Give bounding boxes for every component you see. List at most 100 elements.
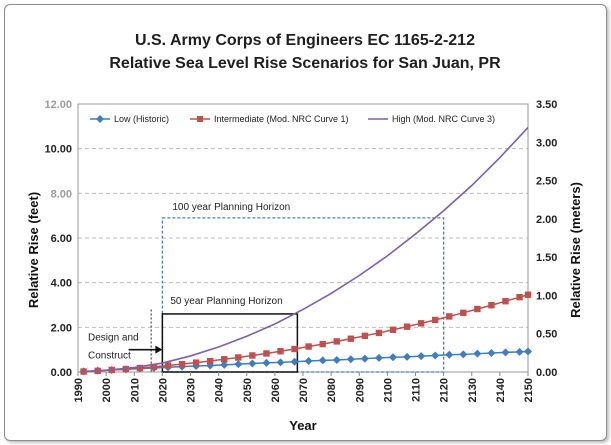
x-tick-label: 2090 (354, 378, 366, 402)
x-tick-label: 2040 (214, 378, 226, 402)
x-tick-label: 2120 (439, 378, 451, 402)
y-right-tick-label: 1.50 (536, 252, 557, 264)
data-point (403, 352, 412, 361)
legend: Low (Historic) Intermediate (Mod. NRC Cur… (90, 114, 495, 124)
gridlines (78, 103, 528, 328)
legend-label: High (Mod. NRC Curve 3) (392, 114, 495, 124)
data-point (403, 323, 411, 330)
data-point (488, 302, 495, 309)
data-point (319, 340, 326, 348)
data-point (249, 352, 256, 359)
data-point (417, 320, 425, 327)
data-point (347, 335, 355, 342)
legend-item: Intermediate (Mod. NRC Curve 1) (190, 114, 349, 124)
legend-label: Intermediate (Mod. NRC Curve 1) (214, 114, 349, 124)
data-point (235, 354, 242, 361)
data-point (206, 357, 214, 365)
data-point (360, 354, 369, 363)
planning-horizon-100yr-label: 100 year Planning Horizon (172, 202, 290, 213)
x-tick-label: 2100 (382, 378, 394, 402)
chart-title-line-1: U.S. Army Corps of Engineers EC 1165-2-2… (135, 32, 475, 49)
data-point (375, 329, 383, 337)
legend-label: Low (Historic) (114, 114, 169, 124)
data-point (178, 360, 186, 368)
series-layer (79, 126, 532, 376)
y-left-tick-label: 10.00 (44, 144, 72, 156)
y-right-tick-label: 3.00 (536, 137, 557, 149)
data-point (234, 360, 243, 369)
y-left-tick-label: 4.00 (51, 278, 72, 290)
x-tick-label: 2130 (467, 378, 479, 402)
data-point (305, 343, 312, 350)
y-left-tick-label: 6.00 (51, 233, 72, 245)
x-tick-label: 2150 (523, 378, 535, 402)
design-construct-arrowhead (155, 345, 163, 354)
x-tick-label: 2060 (270, 378, 282, 402)
data-point (474, 305, 481, 313)
design-construct-label-line-1: Design and (88, 333, 139, 344)
design-construct-label-line-2: Construct (88, 351, 131, 362)
x-tick-label: 2110 (411, 378, 423, 402)
y-axis-left-label: Relative Rise (feet) (26, 192, 41, 308)
planning-horizon-50yr-box (161, 313, 299, 373)
data-point (389, 353, 397, 362)
legend-item: Low (Historic) (90, 114, 169, 124)
data-point (248, 359, 257, 368)
data-point (277, 348, 284, 355)
x-tick-label: 2080 (326, 378, 338, 402)
data-point (459, 350, 468, 359)
series-0 (79, 347, 532, 376)
series-1 (80, 291, 532, 375)
data-point (417, 352, 426, 361)
data-point (192, 359, 200, 366)
data-point (221, 356, 228, 363)
data-point (361, 332, 369, 340)
x-axis-label: Year (289, 418, 316, 433)
planning-horizon-50yr-label: 50 year Planning Horizon (170, 296, 282, 307)
y-right-tick-label: 0.50 (536, 329, 557, 341)
data-point (473, 349, 482, 358)
y-right-tick-label: 1.00 (536, 290, 557, 302)
y-right-tick-label: 0.00 (536, 367, 557, 379)
data-point (290, 357, 299, 366)
data-point (136, 364, 144, 372)
x-tick-label: 2070 (298, 378, 310, 402)
y-left-tick-label: 2.00 (51, 322, 72, 334)
legend-swatch-marker (197, 116, 203, 122)
data-point (262, 358, 271, 367)
legend-item: High (Mod. NRC Curve 3) (368, 114, 495, 124)
data-point (515, 347, 524, 356)
legend-swatch-marker (96, 115, 104, 123)
data-point (431, 351, 440, 360)
data-point (516, 293, 523, 301)
data-point (164, 362, 172, 369)
data-point (524, 291, 532, 298)
chart-title-line-2: Relative Sea Level Rise Scenarios for Sa… (109, 55, 501, 72)
x-tick-label: 2020 (157, 378, 169, 402)
data-point (446, 313, 453, 320)
data-point (487, 349, 496, 358)
series-2 (83, 126, 529, 373)
x-tick-label: 2010 (129, 378, 141, 402)
data-point (333, 338, 340, 345)
tick-label-obscure (32, 185, 72, 198)
y-right-tick-label: 2.00 (536, 214, 557, 226)
chart-frame (4, 4, 607, 441)
data-point (291, 345, 298, 353)
x-tick-label: 1990 (73, 378, 85, 402)
data-point (431, 316, 439, 324)
data-point (460, 309, 467, 317)
y-right-tick-label: 3.50 (536, 99, 557, 111)
data-point (332, 355, 341, 364)
data-point (374, 353, 383, 362)
x-tick-label: 2140 (495, 378, 507, 402)
data-point (220, 360, 229, 369)
tick-label-obscure (32, 96, 72, 108)
data-point (263, 350, 270, 357)
data-point (276, 358, 285, 367)
data-point (502, 298, 509, 305)
data-point (304, 357, 313, 366)
y-right-tick-label: 2.50 (536, 176, 557, 188)
x-tick-label: 2030 (186, 378, 198, 402)
